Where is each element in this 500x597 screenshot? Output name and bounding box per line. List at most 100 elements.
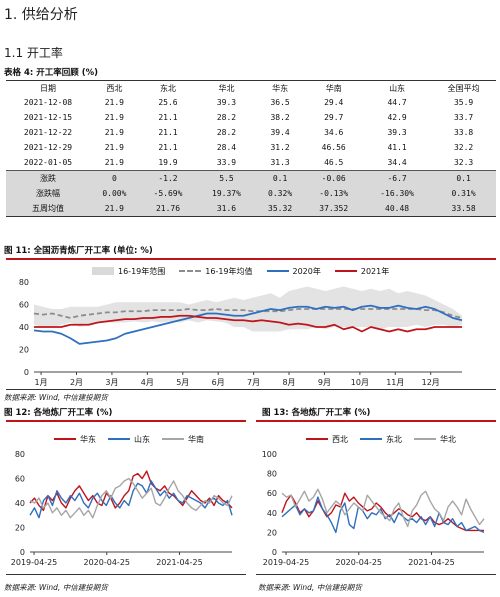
- legend-swatch: [306, 438, 328, 440]
- figure13-rule: [256, 420, 496, 422]
- table-cell: 31.3: [270, 158, 290, 167]
- table-cell: 37.352: [304, 201, 363, 217]
- x-tick-label: 10月: [351, 378, 369, 387]
- y-tick-label: 60: [267, 489, 277, 498]
- y-tick-label: 0: [272, 548, 277, 557]
- table-cell: 21.9: [104, 113, 124, 122]
- y-tick-label: 80: [19, 278, 29, 287]
- figure11-rule: [6, 258, 496, 260]
- x-tick-label: 12月: [422, 378, 440, 387]
- x-tick-label: 8月: [282, 378, 295, 387]
- table-cell: 28.2: [216, 113, 237, 122]
- table-cell: -0.06: [304, 170, 363, 186]
- figure12-rule: [6, 420, 246, 422]
- table-row: 2022-01-05 21.9 19.9 33.9 31.3 46.5 34.4 32.3: [6, 155, 496, 171]
- x-tick-label: 9月: [318, 378, 331, 387]
- legend-item: 山东: [108, 432, 150, 446]
- legend-label: 东北: [386, 434, 402, 444]
- x-tick-label: 2019-04-25: [11, 558, 58, 567]
- table-cell: 36.5: [270, 98, 290, 107]
- figure13-legend: 西北 东北 华北: [306, 432, 496, 446]
- table-cell: 33.9: [216, 158, 237, 167]
- y-tick-label: 40: [267, 509, 277, 518]
- table-cell: 41.1: [387, 143, 407, 152]
- series-line: [33, 308, 463, 319]
- table-cell: 32.3: [453, 158, 474, 167]
- legend-item: 16-19年均值: [179, 264, 253, 278]
- figure11-chart: 0 20 40 60 80 1月 2月 3月 4月 5月 6月 7月 8月 9月 10月 11月 12月: [19, 278, 463, 387]
- table-cell: 28.2: [216, 128, 237, 137]
- legend-item: 华北: [414, 432, 456, 446]
- figure11-source: 数据来源: Wind, 中信建投期货: [4, 393, 108, 402]
- figure13-caption: 图 13: 各地炼厂开工率 (%): [262, 408, 371, 418]
- legend-item: 16-19年范围: [92, 264, 165, 278]
- series-line: [281, 496, 485, 534]
- legend-label: 华东: [80, 434, 96, 444]
- table-cell: 39.3: [216, 98, 237, 107]
- figure13-chart: 0 20 40 60 80 100 2019-04-25 2020-04-25 2021-04-…: [262, 450, 485, 567]
- table-cell: 25.6: [158, 98, 178, 107]
- table-header-cell: 全国平均: [447, 83, 480, 93]
- table-cell: 2021-12-15: [23, 113, 73, 122]
- series-line: [29, 480, 233, 519]
- figure11-bottom-rule: [6, 389, 496, 390]
- table-cell: 21.9: [90, 201, 139, 217]
- figure13-source: 数据来源: Wind, 中信建投期货: [258, 583, 362, 592]
- section-heading: 1.1 开工率: [4, 46, 63, 60]
- x-tick-label: 11月: [386, 378, 404, 387]
- table-row: 2021-12-08 21.9 25.6 39.3 36.5 29.4 44.7 35.9: [6, 95, 496, 110]
- table-cell: 34.6: [324, 128, 344, 137]
- table-cell: 28.4: [216, 143, 237, 152]
- legend-item: 西北: [306, 432, 348, 446]
- x-tick-label: 3月: [105, 378, 118, 387]
- table-cell: 35.32: [255, 201, 305, 217]
- legend-label: 山东: [134, 434, 150, 444]
- table-header-cell: 山东: [389, 83, 406, 93]
- table-cell: 21.9: [104, 128, 124, 137]
- table-cell: 2022-01-05: [23, 158, 73, 167]
- table-cell: 五周均值: [6, 201, 90, 217]
- legend-label: 2021年: [360, 266, 390, 276]
- x-tick-label: 4月: [141, 378, 154, 387]
- table-cell: 31.2: [270, 143, 290, 152]
- table-header-cell: 东北: [159, 83, 176, 93]
- table-cell: 33.7: [453, 113, 474, 122]
- table-summary-row: 涨跌 0 -1.2 5.5 0.1 -0.06 -6.7 0.1: [6, 170, 496, 186]
- x-tick-label: 2019-04-25: [263, 558, 310, 567]
- table-row: 2021-12-29 21.9 21.1 28.4 31.2 46.56 41.1 32.2: [6, 140, 496, 155]
- legend-label: 16-19年范围: [118, 266, 166, 276]
- legend-swatch: [54, 438, 76, 440]
- series-line: [29, 470, 233, 512]
- x-tick-label: 1月: [35, 378, 48, 387]
- legend-swatch: [360, 438, 382, 440]
- table-cell: 38.2: [270, 113, 290, 122]
- table-cell: 29.4: [324, 98, 344, 107]
- legend-swatch: [334, 270, 357, 272]
- y-tick-label: 40: [19, 323, 29, 332]
- table-cell: 39.3: [387, 128, 407, 137]
- table-cell: 涨跌幅: [6, 186, 90, 201]
- legend-item: 2021年: [334, 264, 390, 278]
- table-cell: 0.1: [255, 170, 305, 186]
- page-heading: 1. 供给分析: [4, 7, 78, 23]
- y-tick-label: 20: [19, 346, 29, 355]
- table-cell: 33.8: [453, 128, 474, 137]
- table-header-cell: 西北: [106, 83, 123, 93]
- table-cell: 34.4: [387, 158, 407, 167]
- table-cell: 2021-12-08: [23, 98, 73, 107]
- legend-item: 2020年: [266, 264, 321, 278]
- table-cell: -6.7: [362, 170, 432, 186]
- figure12-chart: 0 20 40 60 80 2019-04-25 2020-04-25 2021-04-25: [11, 450, 233, 567]
- table-cell: 19.37%: [197, 186, 256, 201]
- series-range-band: [34, 286, 462, 332]
- y-tick-label: 80: [267, 470, 277, 479]
- table-cell: -5.69%: [138, 186, 198, 201]
- figure11-caption: 图 11: 全国沥青炼厂开工率 (单位: %): [4, 246, 153, 256]
- x-tick-label: 2020-04-25: [336, 558, 383, 567]
- table-cell: 21.1: [158, 128, 178, 137]
- y-tick-label: 20: [267, 528, 277, 537]
- table-cell: 涨跌: [6, 170, 90, 186]
- table-cell: 2021-12-22: [23, 128, 73, 137]
- table-header-cell: 华南: [325, 83, 342, 93]
- table-cell: -0.13%: [304, 186, 363, 201]
